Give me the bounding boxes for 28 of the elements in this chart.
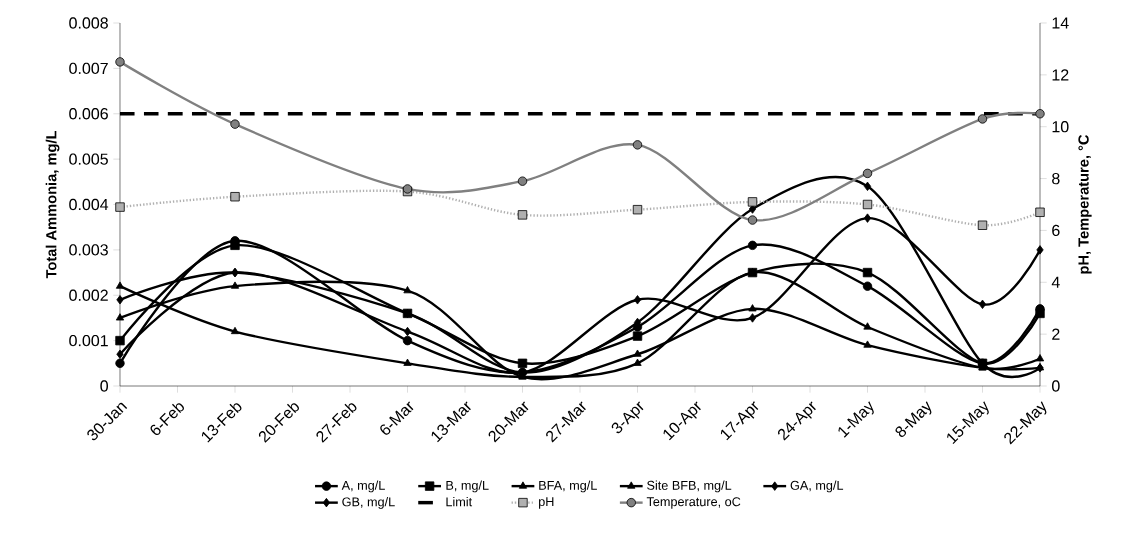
legend-label: B, mg/L [446, 480, 489, 493]
legend-label: pH [539, 497, 554, 509]
y2-tick-label: 8 [1052, 172, 1060, 185]
y-tick-label: 0.001 [69, 334, 108, 347]
y-tick-label: 0.008 [69, 17, 108, 29]
y-tick-label: 0.006 [69, 108, 108, 120]
y-axis-title: Total Ammonia, mg/L [45, 130, 60, 279]
legend-label: Temperature, oC [646, 497, 741, 509]
y-tick-label: 0.007 [69, 62, 108, 75]
y-tick-label: 0.003 [69, 244, 108, 256]
y2-tick-label: 2 [1052, 328, 1060, 340]
y2-tick-label: 4 [1051, 276, 1060, 288]
legend-label: A, mg/L [341, 480, 385, 493]
y2-tick-label: 0 [1052, 380, 1060, 392]
y2-tick-label: 6 [1052, 224, 1060, 237]
y2-tick-label: 12 [1052, 69, 1069, 81]
y2-tick-label: 14 [1052, 17, 1069, 29]
legend-label: GB, mg/L [342, 497, 395, 509]
y2-axis-title: pH, Temperature, °C [1078, 134, 1092, 274]
y2-tick-label: 10 [1052, 121, 1069, 133]
legend-label: GA, mg/L [790, 480, 844, 493]
legend-label: Limit [446, 497, 473, 507]
legend-label: BFA, mg/L [539, 480, 597, 493]
y-tick-label: 0.005 [69, 153, 108, 165]
y-tick-label: 0.004 [69, 198, 109, 211]
y-tick-label: 0 [100, 380, 108, 392]
y-tick-label: 0.002 [69, 289, 108, 301]
legend-label: Site BFB, mg/L [647, 480, 732, 493]
